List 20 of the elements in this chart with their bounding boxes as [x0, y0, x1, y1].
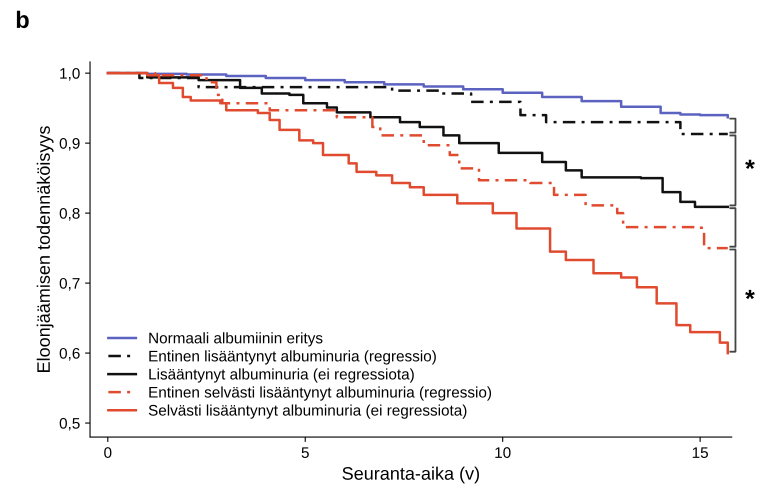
- y-tick-label: 0,9: [60, 138, 80, 151]
- x-tick-label: 15: [692, 447, 708, 458]
- y-tick-label: 0,6: [60, 348, 80, 361]
- chart-title: b: [16, 10, 29, 28]
- text: *: [745, 290, 755, 300]
- legend-label: Entinen selvästi lisääntynyt albuminuria (regressio): [149, 386, 492, 401]
- x-tick-label: 0: [104, 447, 112, 458]
- y-tick-label: 0,7: [60, 278, 80, 291]
- y-axis-title: Eloonjäämisen todennäköisyys: [36, 126, 54, 372]
- legend-label: Lisääntynyt albuminuria (ei regressiota): [149, 368, 414, 383]
- y-tick-label: 0,8: [60, 208, 80, 221]
- y-tick-label: 0,5: [60, 418, 80, 431]
- y-tick-label: 1,0: [60, 68, 80, 81]
- legend-label: Selvästi lisääntynyt albuminuria (ei regressiota): [148, 404, 466, 419]
- x-tick-label: 5: [302, 447, 309, 458]
- text: *: [745, 160, 755, 169]
- x-tick-label: 10: [495, 447, 511, 458]
- x-axis-title: Seuranta-aika (v): [342, 466, 479, 484]
- legend-label: Entinen lisääntynyt albuminuria (regressio): [149, 350, 436, 365]
- legend-label: Normaali albumiinin eritys: [149, 332, 322, 346]
